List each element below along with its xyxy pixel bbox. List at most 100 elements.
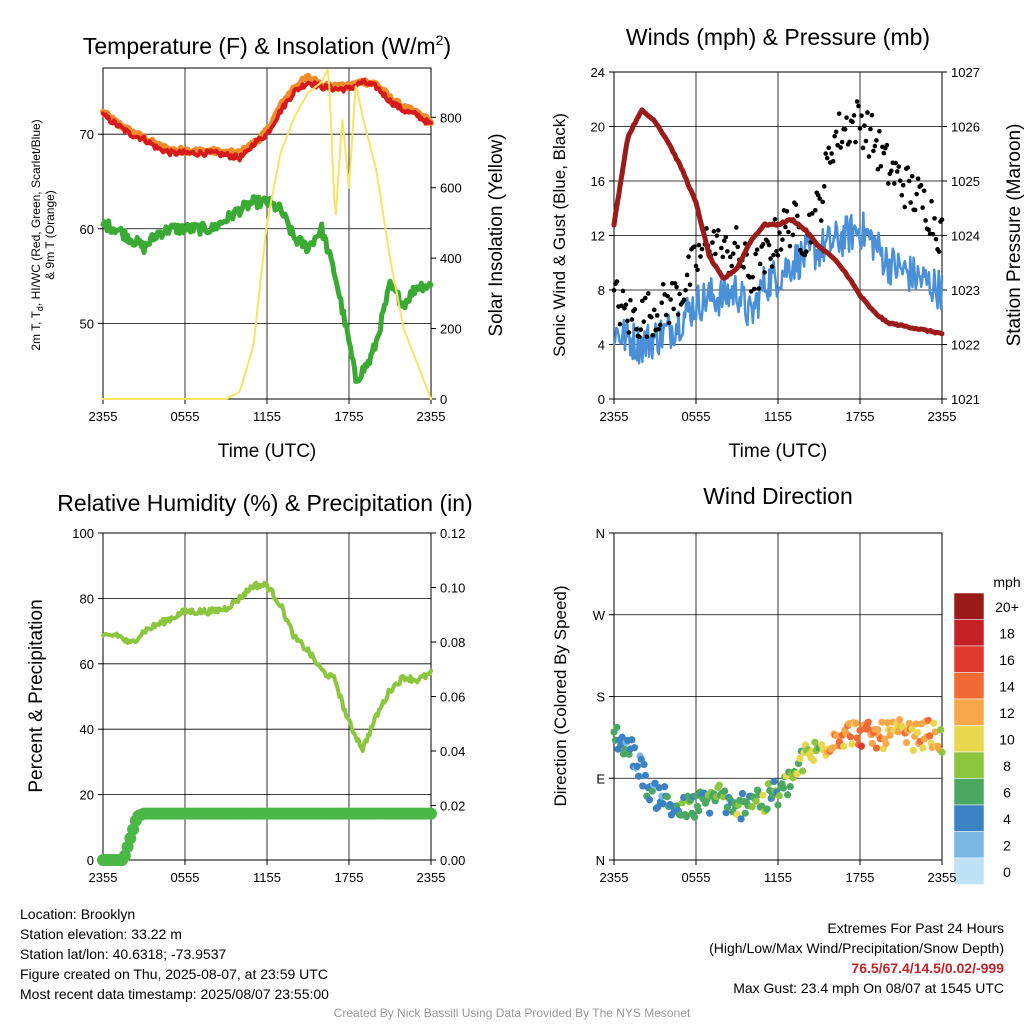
temperature-ytick-label: 50 (80, 316, 94, 331)
gust-point (704, 226, 709, 231)
solar-y2tick-label: 600 (440, 181, 462, 196)
gust-point (932, 216, 937, 221)
series-sonic-wind (612, 211, 944, 365)
temperature-xtick-label: 2355 (417, 409, 446, 424)
gust-point (786, 229, 791, 235)
direction-point (840, 742, 848, 750)
gust-point (720, 254, 726, 260)
direction-point (852, 719, 860, 727)
gust-point (620, 288, 626, 294)
direction-point (770, 778, 778, 786)
gust-point (818, 218, 824, 223)
gust-point (836, 111, 842, 116)
gust-point (862, 123, 867, 128)
winds-xtick-label: 1755 (846, 409, 875, 424)
legend-label: 2 (1003, 838, 1011, 854)
gust-point (695, 267, 700, 273)
gust-point (906, 178, 912, 184)
gust-point (881, 150, 887, 156)
humidity-ytick-label: 100 (72, 526, 94, 541)
gust-point (897, 178, 903, 184)
gust-point (920, 205, 925, 210)
direction-point (930, 719, 938, 727)
direction-point (874, 725, 882, 734)
gust-point (857, 126, 863, 131)
winds-xtick-label: 1155 (764, 409, 792, 424)
gust-point (645, 291, 651, 296)
gust-point (866, 154, 872, 159)
gust-point (623, 302, 629, 308)
direction-point (864, 718, 872, 726)
gust-point (896, 164, 902, 169)
gust-point (914, 191, 919, 197)
gust-point (817, 196, 823, 201)
direction-point (660, 783, 669, 791)
gust-point (929, 198, 934, 204)
winds-panel: Winds (mph) & Pressure (mb) Sonic Wind &… (550, 24, 1024, 462)
speed-legend: mph 20+ 18 16 14 12 10 8 6 4 2 0 (953, 574, 1021, 885)
temperature-panel: Temperature (F) & Insolation (W/m2) 2m T… (29, 32, 507, 462)
gust-point (672, 281, 678, 286)
gust-point (644, 334, 650, 340)
gust-point (660, 282, 666, 287)
direction-point (853, 734, 861, 742)
legend-label: 10 (999, 732, 1015, 748)
direction-title: Wind Direction (703, 483, 853, 509)
gust-point (762, 270, 767, 275)
gust-point (614, 279, 620, 284)
temperature-ylabel: 2m T, Td, HI/WC (Red, Green, Scarlet/Blu… (29, 119, 45, 350)
gust-point (774, 248, 779, 254)
direction-point (648, 787, 656, 795)
direction-point (829, 744, 837, 752)
humidity-ylabel: Percent & Precipitation (26, 599, 47, 792)
gust-point (766, 242, 772, 248)
gust-point (634, 326, 639, 332)
humidity-ytick-label: 80 (80, 591, 94, 606)
gust-point (727, 254, 733, 260)
gust-point (711, 229, 717, 234)
gust-point (842, 127, 848, 132)
gust-point (681, 297, 687, 303)
direction-point (613, 723, 621, 732)
solar-ylabel: Solar Insolation (Yellow) (486, 133, 507, 336)
direction-point (902, 738, 911, 747)
gust-point (751, 286, 757, 292)
direction-panel: Wind Direction Direction (Colored By Spe… (551, 483, 1021, 885)
gust-point (753, 251, 758, 257)
gust-point (780, 237, 785, 243)
gust-point (809, 211, 815, 216)
direction-point (905, 719, 913, 727)
gust-point (686, 254, 691, 259)
direction-point (878, 718, 886, 726)
winds-ytick-label: 0 (598, 392, 605, 407)
gust-point (859, 113, 864, 118)
direction-point (872, 744, 881, 752)
direction-point (919, 744, 927, 752)
pressure-y2tick-label: 1023 (951, 283, 980, 298)
direction-point (748, 803, 756, 811)
legend-label: 8 (1003, 758, 1011, 774)
winds-ytick-label: 12 (591, 229, 605, 244)
station-info: Location: Brooklyn Station elevation: 33… (20, 904, 329, 1004)
direction-point (618, 733, 626, 741)
precip-y2tick-label: 0.08 (440, 635, 465, 650)
gust-point (829, 151, 834, 156)
legend-swatch (953, 857, 985, 885)
direction-point (763, 805, 771, 813)
pressure-y2tick-label: 1021 (951, 392, 980, 407)
direction-point (639, 782, 647, 790)
direction-point (645, 796, 654, 804)
humidity-xtick-label: 0555 (171, 870, 200, 885)
direction-point (663, 793, 671, 801)
winds-xlabel: Time (UTC) (729, 441, 828, 462)
gust-point (838, 145, 843, 150)
precip-y2tick-label: 0.10 (440, 581, 465, 596)
direction-ytick-label: N (596, 526, 605, 541)
gust-point (735, 244, 741, 250)
direction-point (793, 770, 801, 778)
direction-point (775, 792, 783, 800)
direction-ytick-label: W (593, 608, 606, 623)
gust-point (768, 256, 773, 261)
winds-xtick-label: 0555 (682, 409, 711, 424)
